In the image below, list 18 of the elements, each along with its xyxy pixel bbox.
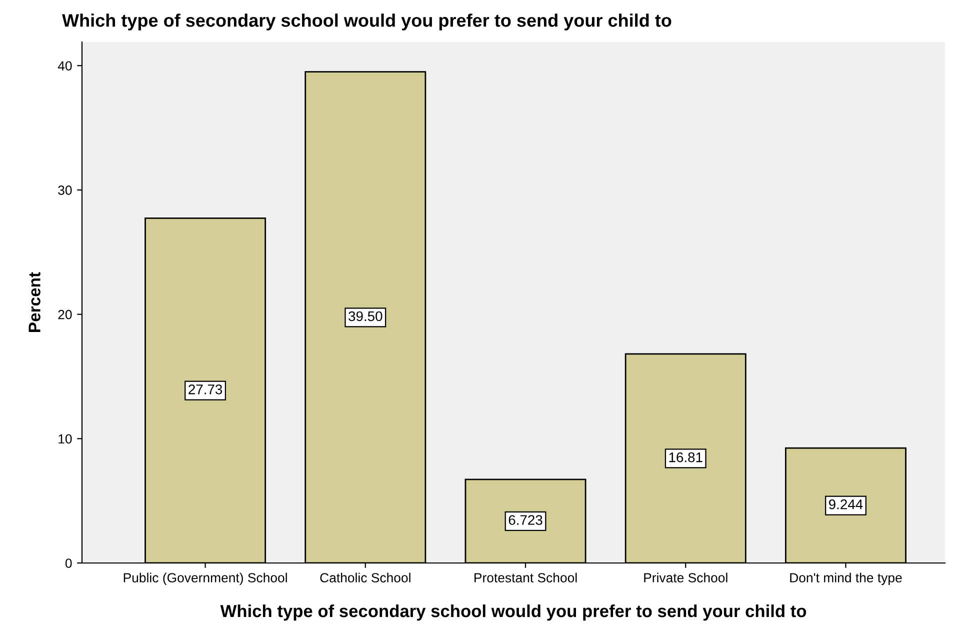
y-tick-label: 10 bbox=[58, 434, 72, 444]
x-tick-label: Private School bbox=[644, 572, 728, 582]
data-label: 27.73 bbox=[188, 384, 222, 394]
x-tick-label: Catholic School bbox=[320, 572, 410, 582]
data-label: 9.244 bbox=[829, 499, 863, 510]
x-axis-title: Which type of secondary school would you prefer to send your child to bbox=[220, 604, 806, 621]
data-label: 6.723 bbox=[508, 515, 542, 525]
y-tick-label: 30 bbox=[58, 186, 72, 195]
chart-title: Which type of secondary school would you prefer to send your child to bbox=[62, 14, 672, 30]
y-tick-label: 40 bbox=[58, 61, 72, 71]
data-label: 16.81 bbox=[669, 452, 702, 462]
y-tick-label: 0 bbox=[65, 558, 72, 568]
x-tick-label: Protestant School bbox=[474, 572, 577, 582]
y-axis-title: Percent bbox=[28, 272, 40, 332]
y-tick-label: 20 bbox=[58, 310, 72, 320]
x-tick-label: Public (Government) School bbox=[124, 572, 287, 586]
x-tick-label: Don't mind the type bbox=[790, 572, 902, 586]
data-label: 39.50 bbox=[348, 311, 382, 322]
